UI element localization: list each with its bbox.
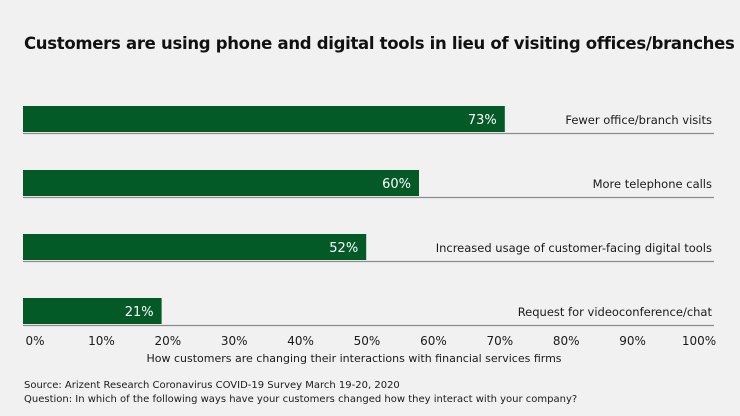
bar — [23, 170, 419, 196]
bar-row: 21% Request for videoconference/chat — [23, 298, 714, 327]
bar-value-label: 21% — [125, 305, 154, 320]
bar-value-label: 60% — [382, 177, 411, 192]
x-tick-label: 50% — [354, 334, 381, 348]
bar-row: 52% Increased usage of customer-facing di… — [23, 234, 714, 263]
x-tick-label: 90% — [619, 334, 646, 348]
x-tick-label: 0% — [25, 334, 44, 348]
x-tick-label: 30% — [221, 334, 248, 348]
category-label: Increased usage of customer-facing digit… — [436, 241, 712, 255]
x-tick-labels: 0% 10% 20% 30% 40% 50% 60% 70% 80% 90% 100% — [25, 334, 716, 348]
x-tick-label: 10% — [88, 334, 115, 348]
x-tick-label: 80% — [553, 334, 580, 348]
chart-title: Customers are using phone and digital to… — [24, 34, 735, 53]
bar — [23, 298, 162, 324]
source-note: Source: Arizent Research Coronavirus COV… — [24, 380, 400, 391]
x-tick-label: 20% — [154, 334, 181, 348]
bar-row: 73% Fewer office/branch visits — [23, 106, 714, 135]
bar — [23, 106, 505, 132]
bar-value-label: 73% — [468, 113, 497, 128]
bar-row: 60% More telephone calls — [23, 170, 714, 199]
bar-value-label: 52% — [329, 241, 358, 256]
x-tick-label: 70% — [486, 334, 513, 348]
bars-group: 73% Fewer office/branch visits 60% More tel… — [23, 106, 714, 327]
category-label: More telephone calls — [593, 177, 712, 191]
question-note: Question: In which of the following ways… — [24, 394, 578, 405]
category-label: Request for videoconference/chat — [518, 305, 713, 319]
bar — [23, 234, 367, 260]
bar-chart: 73% Fewer office/branch visits 60% More tel… — [23, 106, 716, 365]
x-tick-label: 60% — [420, 334, 447, 348]
x-axis-label: How customers are changing their interac… — [146, 352, 561, 365]
x-tick-label: 40% — [287, 334, 314, 348]
category-label: Fewer office/branch visits — [565, 113, 712, 127]
x-tick-label: 100% — [682, 334, 716, 348]
